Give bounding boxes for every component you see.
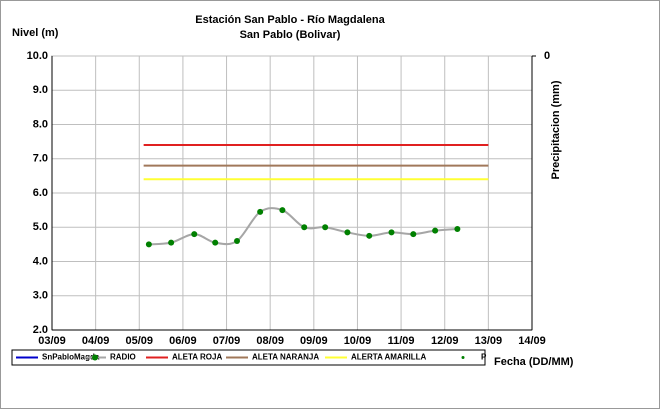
point — [279, 207, 286, 214]
point — [145, 241, 152, 248]
legend-label: ALETA ROJA — [172, 353, 222, 362]
legend-label: P — [481, 353, 487, 362]
point — [234, 237, 241, 244]
point — [366, 232, 373, 239]
y-tick-label: 3.0 — [33, 290, 48, 302]
y2-axis-label: Precipitacion (mm) — [550, 80, 562, 179]
x-axis-label: Fecha (DD/MM) — [494, 356, 574, 368]
y2-tick-label: 0 — [544, 50, 550, 62]
chart-subtitle: San Pablo (Bolivar) — [240, 29, 341, 41]
y-tick-label: 4.0 — [33, 255, 48, 267]
y-tick-label: 7.0 — [33, 153, 48, 165]
legend-label: RADIO — [110, 353, 136, 362]
y-tick-label: 9.0 — [33, 84, 48, 96]
point — [301, 224, 308, 231]
point — [344, 229, 351, 236]
x-tick-label: 05/09 — [126, 335, 154, 347]
point — [432, 227, 439, 234]
legend-marker — [461, 356, 465, 359]
y-tick-label: 10.0 — [27, 50, 48, 62]
point — [191, 231, 198, 238]
point — [454, 225, 461, 232]
x-tick-label: 10/09 — [344, 335, 372, 347]
x-tick-label: 04/09 — [82, 335, 110, 347]
legend-label: SnPabloMagda — [42, 353, 100, 362]
point — [388, 229, 395, 236]
point — [212, 239, 219, 246]
legend-label: ALETA NARANJA — [252, 353, 319, 362]
y-tick-label: 5.0 — [33, 221, 48, 233]
legend-marker — [92, 354, 98, 361]
point — [168, 239, 175, 246]
y-tick-label: 6.0 — [33, 187, 48, 199]
x-tick-label: 09/09 — [300, 335, 328, 347]
y-axis-label: Nivel (m) — [12, 27, 59, 39]
x-tick-label: 08/09 — [256, 335, 284, 347]
x-tick-label: 03/09 — [38, 335, 66, 347]
x-tick-label: 07/09 — [213, 335, 241, 347]
x-tick-label: 11/09 — [388, 335, 415, 347]
legend-label: ALERTA AMARILLA — [351, 353, 426, 362]
point — [257, 208, 264, 215]
y-tick-label: 2.0 — [33, 324, 48, 336]
x-tick-label: 12/09 — [431, 335, 459, 347]
chart-title: Estación San Pablo - Río Magdalena — [195, 14, 385, 26]
point — [322, 224, 329, 231]
x-tick-label: 13/09 — [475, 335, 503, 347]
legend-box — [11, 349, 486, 366]
x-tick-label: 14/09 — [518, 335, 546, 347]
point — [410, 231, 417, 238]
x-tick-label: 06/09 — [169, 335, 197, 347]
y-tick-label: 8.0 — [33, 118, 48, 130]
